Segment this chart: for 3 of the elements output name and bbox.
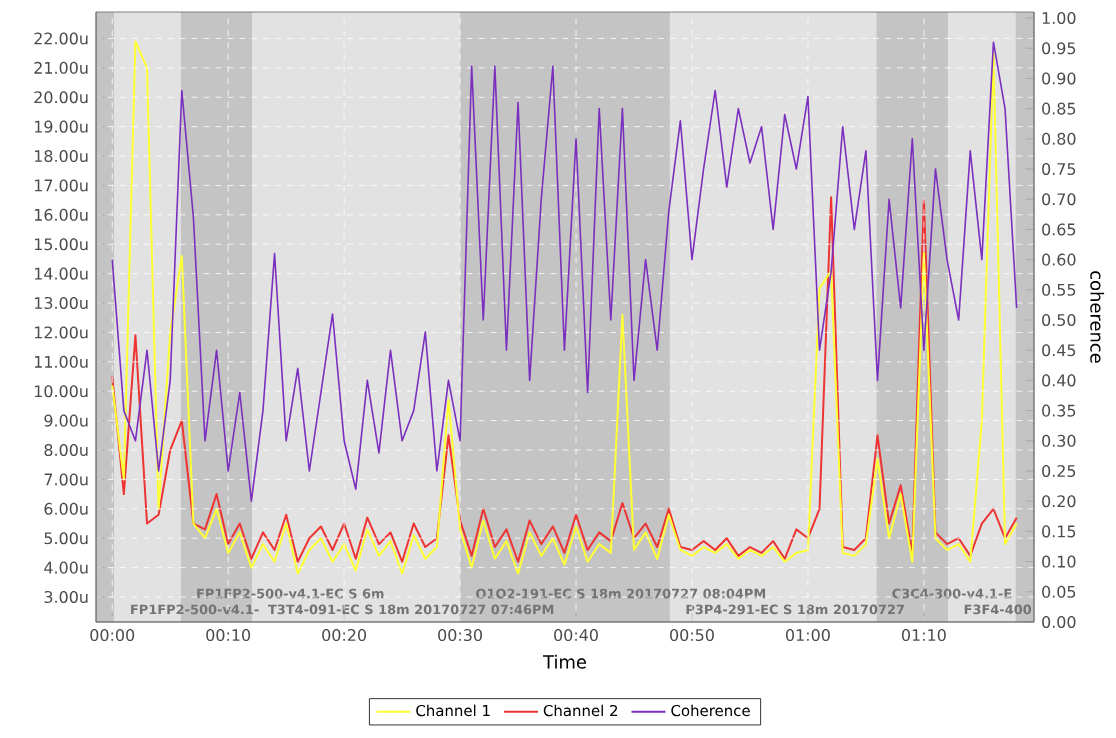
y2-axis-title: coherence [1090, 271, 1105, 363]
x-axis-title: Time [543, 654, 587, 669]
line-series [111, 196, 1018, 563]
